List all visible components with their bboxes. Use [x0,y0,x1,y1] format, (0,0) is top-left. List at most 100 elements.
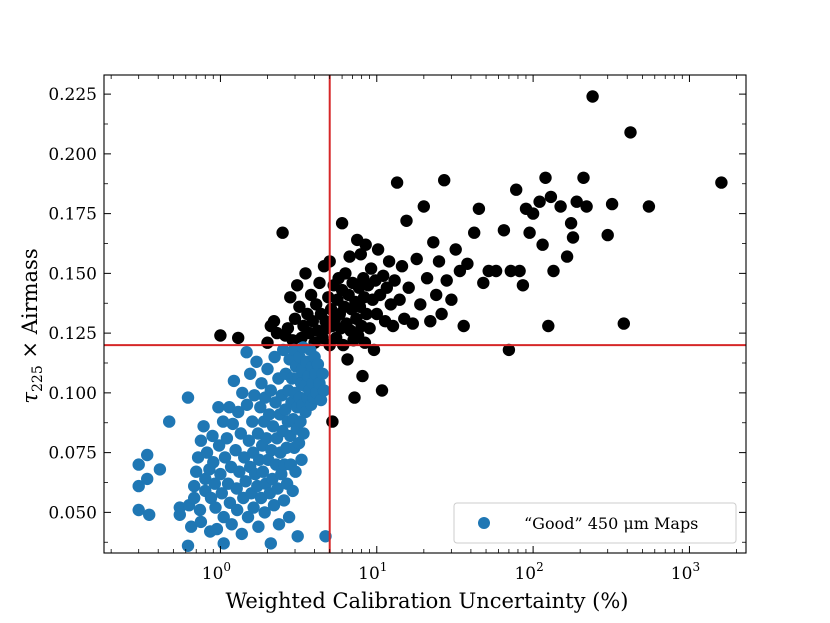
y-axis-label-symbol: τ [18,392,42,404]
other-map-point-126 [536,238,549,251]
other-map-point-2 [261,336,274,349]
other-map-point-4 [267,315,281,328]
other-map-point-8 [281,322,295,335]
good-map-point-21 [197,420,210,433]
y-axis-label: τ225 × Airmass [18,248,46,403]
good-map-point-79 [255,377,268,390]
good-map-point-9 [173,508,186,521]
good-map-point-60 [240,346,253,359]
other-map-point-101 [430,288,443,302]
good-map-point-27 [204,491,218,505]
other-map-point-96 [414,298,427,311]
other-map-point-119 [510,183,523,196]
good-map-point-38 [217,510,230,524]
good-map-point-20 [194,515,208,529]
good-map-point-101 [271,482,284,495]
good-map-point-161 [314,393,328,407]
good-map-point-103 [272,518,286,531]
other-map-point-106 [445,293,458,306]
other-map-point-56 [348,391,361,404]
other-map-point-80 [375,384,389,397]
other-map-point-81 [377,269,390,282]
good-map-point-6 [153,463,167,476]
other-map-point-128 [542,319,555,333]
good-map-point-159 [311,358,325,371]
good-map-point-15 [188,491,201,505]
good-map-point-124 [286,484,299,498]
good-map-point-96 [267,499,281,512]
y-tick-label: 0.150 [48,264,97,284]
other-map-point-141 [617,317,630,330]
other-map-point-124 [526,207,540,220]
good-map-point-28 [206,429,219,443]
other-map-point-132 [560,250,574,263]
good-map-point-13 [185,520,198,533]
good-map-point-95 [266,420,280,433]
good-map-point-70 [248,389,261,402]
legend: “Good” 450 μm Maps [453,502,737,544]
threshold-lines [104,75,746,553]
good-map-point-89 [263,408,276,421]
good-map-point-72 [250,355,263,368]
good-map-point-76 [253,453,266,466]
good-map-point-40 [218,451,232,464]
good-map-point-36 [215,487,228,500]
other-map-point-105 [440,274,453,287]
good-map-point-56 [236,386,249,400]
good-map-point-29 [207,456,220,469]
other-map-point-125 [533,195,546,208]
good-map-point-92 [264,384,277,397]
good-map-point-138 [294,415,307,428]
good-map-point-32 [210,522,224,536]
x-axis-label: Weighted Calibration Uncertainty (%) [226,589,629,613]
other-map-point-43 [335,217,349,230]
other-map-point-65 [356,369,369,383]
other-map-point-20 [306,315,319,328]
good-map-point-110 [277,494,291,507]
y-tick-label: 0.100 [48,384,97,404]
good-map-point-109 [277,343,290,357]
other-map-point-99 [424,315,437,328]
axis-ticks: 0.050 0.075 0.100 0.125 0.150 0.175 0.200 0.225… [48,75,746,584]
other-map-point-13 [293,300,306,313]
other-map-point-137 [580,200,593,213]
good-map-point-11 [181,539,195,552]
good-map-point-10 [181,391,195,404]
good-map-point-83 [258,506,271,519]
y-tick-label: 0.225 [48,85,97,105]
legend-box [453,502,737,544]
other-map-point-116 [497,224,511,237]
other-map-point-130 [547,264,560,278]
good-map-point-35 [214,467,227,481]
other-map-point-70 [360,307,373,321]
other-map-point-90 [395,260,409,273]
other-map-point-136 [577,171,590,184]
points-layer [132,90,728,552]
x-tick-label: 103 [671,560,700,584]
legend-marker [478,517,490,529]
good-map-point-106 [275,467,288,481]
other-map-point-16 [299,267,312,280]
good-map-point-63 [242,434,256,447]
other-map-point-138 [586,90,599,103]
good-map-point-91 [264,537,277,550]
y-axis-label-rest: × Airmass [18,248,42,365]
other-map-point-129 [544,190,558,204]
good-map-point-52 [232,405,245,419]
good-map-point-4 [141,472,154,486]
good-map-point-87 [261,362,274,376]
good-map-point-18 [193,503,207,517]
good-map-point-16 [190,465,203,478]
other-map-point-93 [402,281,415,294]
other-map-point-77 [370,307,383,321]
y-tick-label: 0.075 [48,444,97,464]
y-tick-label: 0.125 [48,324,97,344]
x-tick-label: 101 [358,560,387,584]
good-map-point-31 [209,501,222,514]
other-map-point-22 [310,298,323,311]
other-map-point-144 [715,176,728,189]
good-map-point-133 [291,530,304,543]
other-map-point-111 [468,226,481,239]
other-map-point-24 [313,276,326,290]
